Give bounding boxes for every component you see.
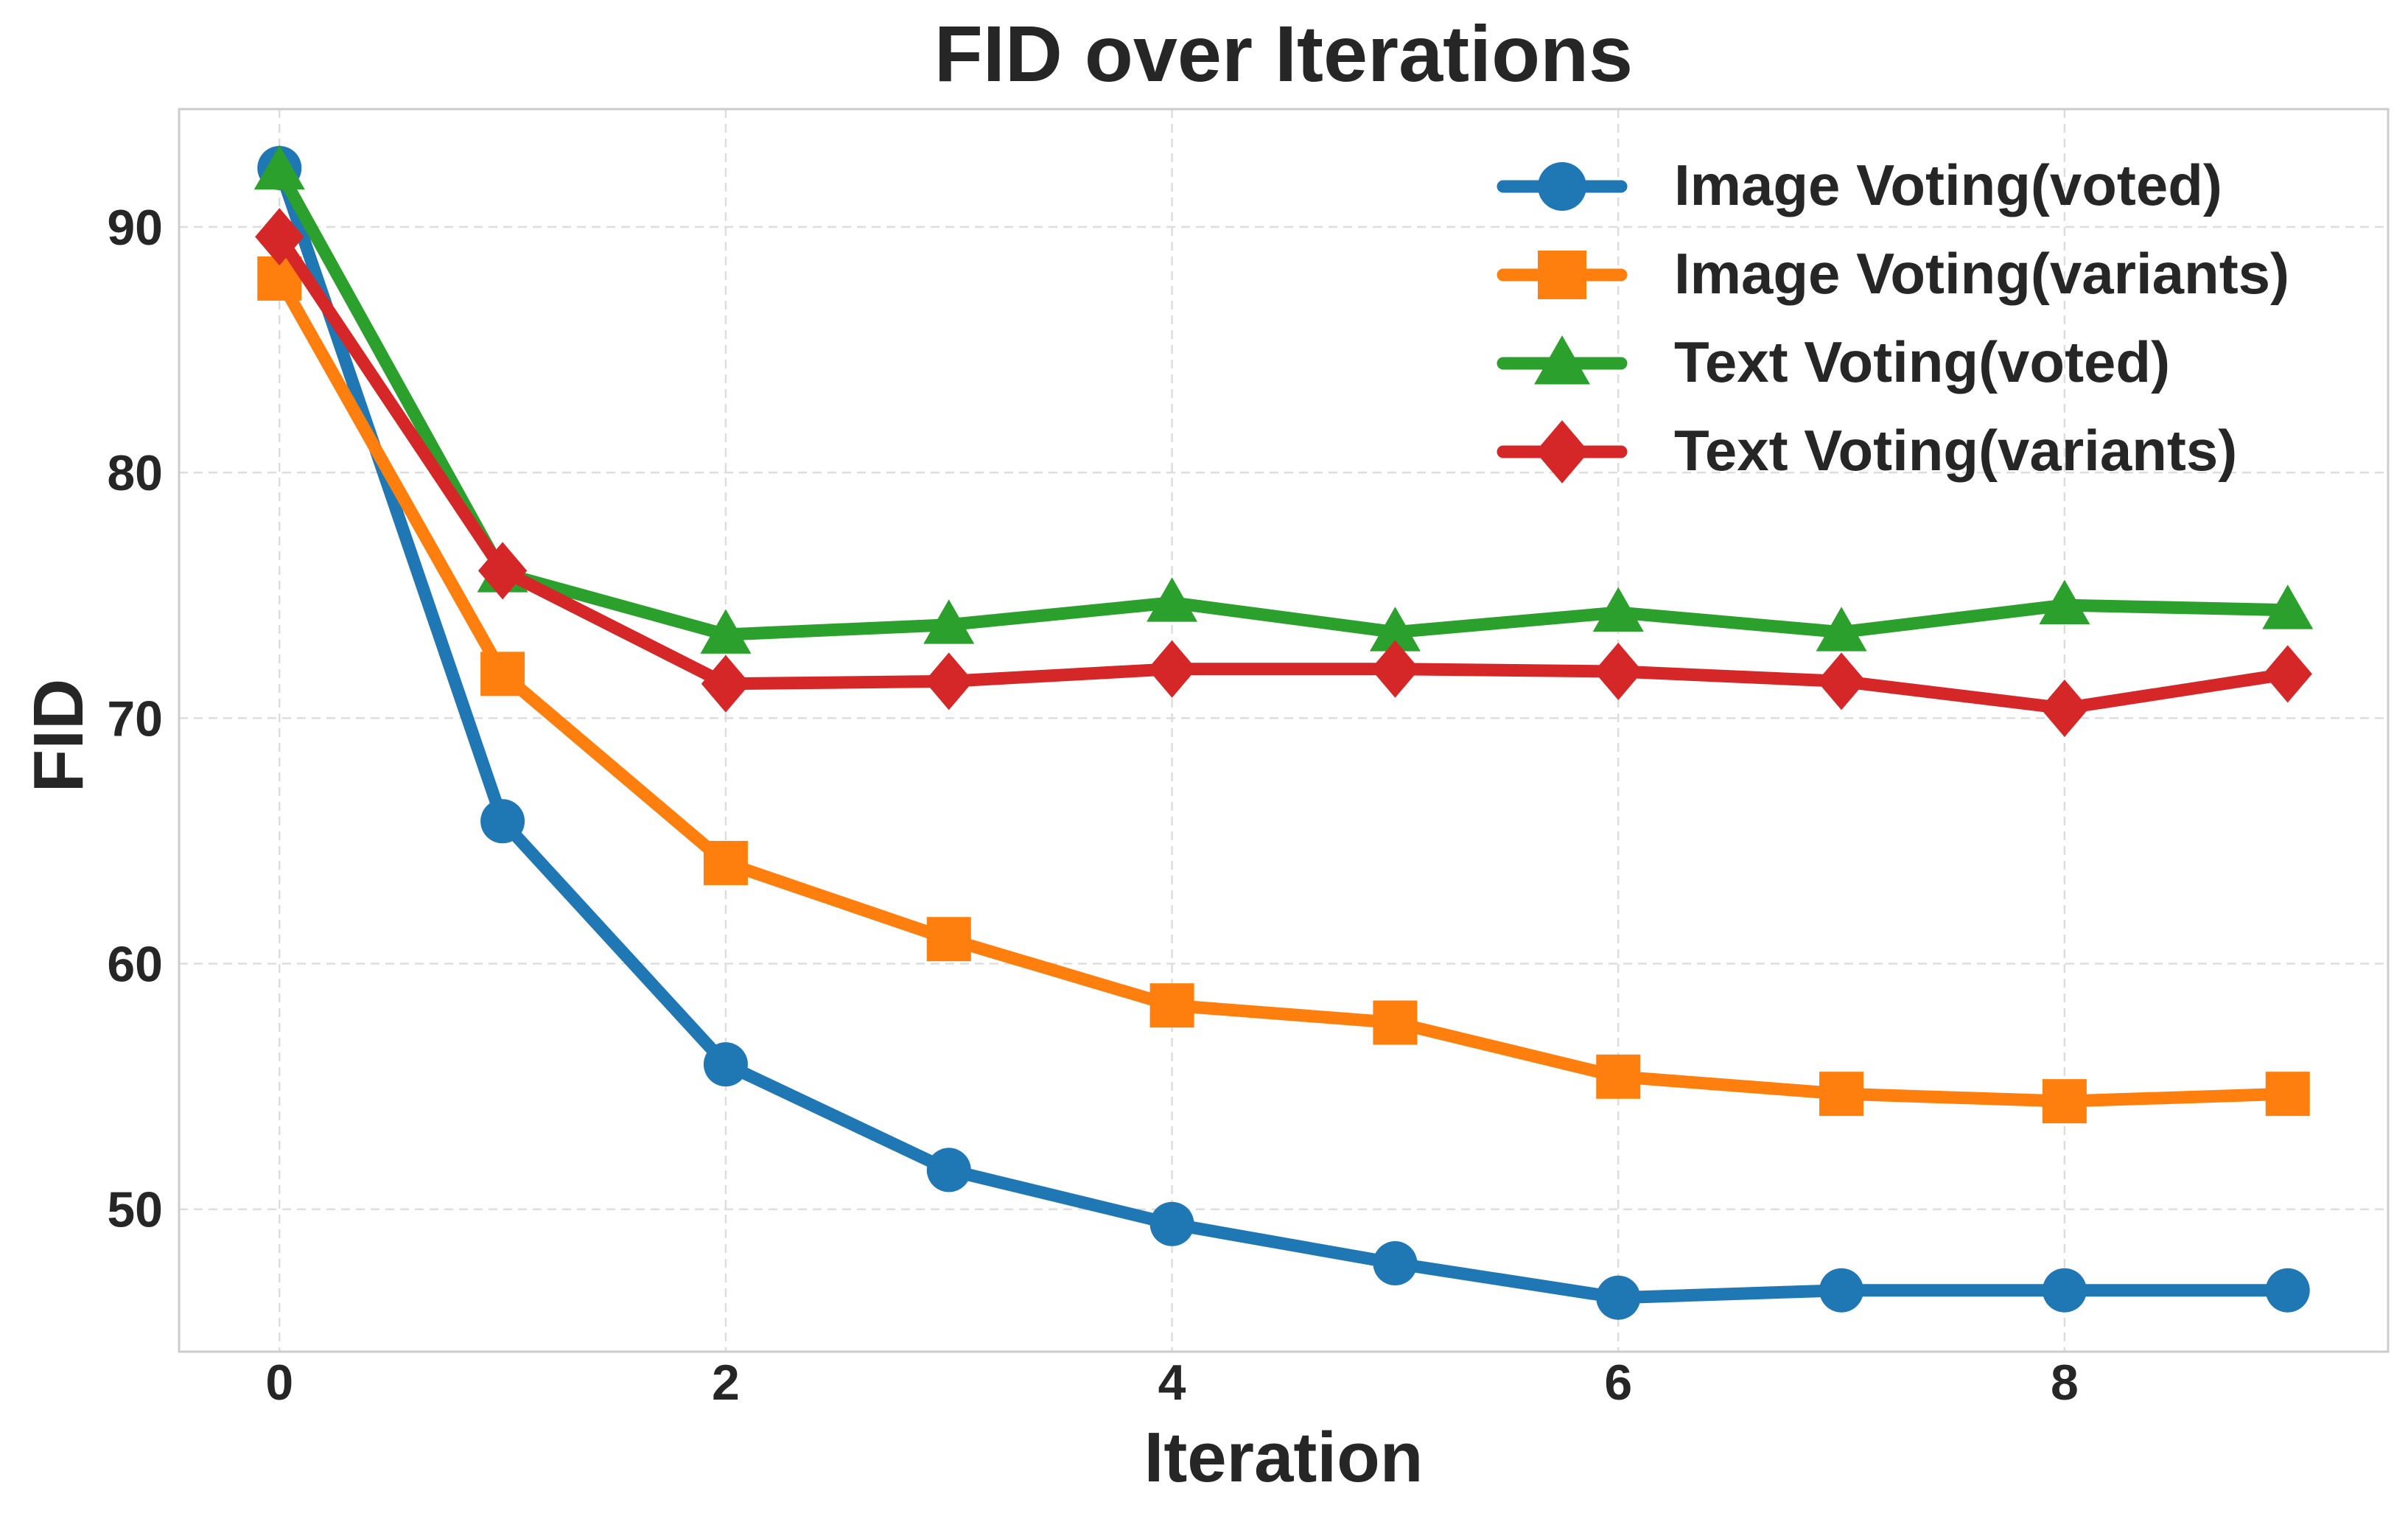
data-point: [923, 599, 975, 644]
data-point: [2265, 1268, 2310, 1313]
data-point: [700, 609, 752, 654]
y-tick-label: 50: [107, 1182, 163, 1238]
series-line: [273, 230, 2295, 715]
data-point: [2042, 1079, 2087, 1124]
legend-label: Text Voting(voted): [1674, 329, 2170, 394]
data-point: [2040, 680, 2090, 738]
data-point: [1596, 1275, 1641, 1320]
plot-frame: [178, 108, 2390, 1353]
series-line: [273, 161, 2295, 1305]
data-point: [480, 652, 525, 696]
series-0: [257, 145, 2310, 1320]
data-point: [1592, 587, 1644, 632]
data-point: [924, 652, 973, 710]
data-point: [1373, 1241, 1418, 1286]
y-tick-label: 70: [107, 691, 163, 747]
legend-entry: Text Voting(variants): [1497, 418, 2237, 483]
tick-labels: 0 2 4 6 8 50 60 70 80 90: [107, 200, 2078, 1411]
data-point: [701, 654, 751, 713]
legend-marker: [1538, 162, 1586, 211]
data-point: [2039, 579, 2090, 624]
legend-label: Text Voting(variants): [1674, 418, 2237, 483]
data-point: [1147, 640, 1197, 698]
data-point: [1596, 1054, 1641, 1099]
data-point: [477, 542, 528, 600]
legend-entry: Text Voting(voted): [1497, 329, 2170, 394]
y-tick-label: 60: [107, 937, 163, 993]
x-tick-label: 4: [1158, 1355, 1186, 1411]
legend-marker: [1534, 335, 1590, 385]
data-point: [2263, 645, 2312, 703]
legend-entry: Image Voting(voted): [1497, 153, 2222, 217]
data-point: [480, 799, 525, 844]
x-axis-label: Iteration: [1144, 1418, 1424, 1497]
data-point: [255, 208, 304, 266]
legend: Image Voting(voted) Image Voting(variants…: [1497, 153, 2289, 483]
series-line: [273, 164, 2295, 641]
series-3: [255, 208, 2312, 738]
data-point: [926, 1148, 971, 1192]
data-point: [253, 144, 305, 190]
legend-marker: [1538, 251, 1586, 299]
x-tick-label: 8: [2051, 1355, 2079, 1411]
y-tick-label: 90: [107, 200, 163, 256]
data-point: [1149, 983, 1194, 1028]
legend-label: Image Voting(voted): [1674, 153, 2222, 217]
data-point: [1149, 1201, 1194, 1246]
series-group: [253, 144, 2314, 1320]
x-tick-label: 2: [712, 1355, 740, 1411]
data-point: [1371, 640, 1420, 698]
data-point: [703, 840, 748, 885]
series-1: [257, 256, 2310, 1124]
data-point: [1369, 607, 1421, 652]
data-point: [1819, 1268, 1864, 1313]
legend-marker: [1535, 420, 1589, 483]
chart-title: FID over Iterations: [934, 9, 1633, 98]
x-tick-label: 6: [1604, 1355, 1632, 1411]
data-point: [1816, 652, 1866, 710]
legend-label: Image Voting(variants): [1674, 241, 2289, 306]
data-point: [1816, 607, 1867, 652]
data-point: [1373, 1000, 1418, 1045]
data-point: [2042, 1268, 2087, 1313]
data-point: [1819, 1072, 1864, 1117]
data-point: [1594, 643, 1643, 701]
data-point: [2265, 1072, 2310, 1117]
data-point: [703, 1042, 748, 1087]
grid-lines: [179, 109, 2388, 1352]
data-point: [1147, 577, 1198, 622]
data-point: [926, 917, 971, 962]
data-point: [2262, 584, 2314, 629]
legend-entry: Image Voting(variants): [1497, 241, 2289, 306]
series-line: [273, 272, 2295, 1108]
y-axis-label: FID: [19, 679, 98, 793]
y-tick-label: 80: [107, 445, 163, 501]
x-tick-label: 0: [265, 1355, 293, 1411]
